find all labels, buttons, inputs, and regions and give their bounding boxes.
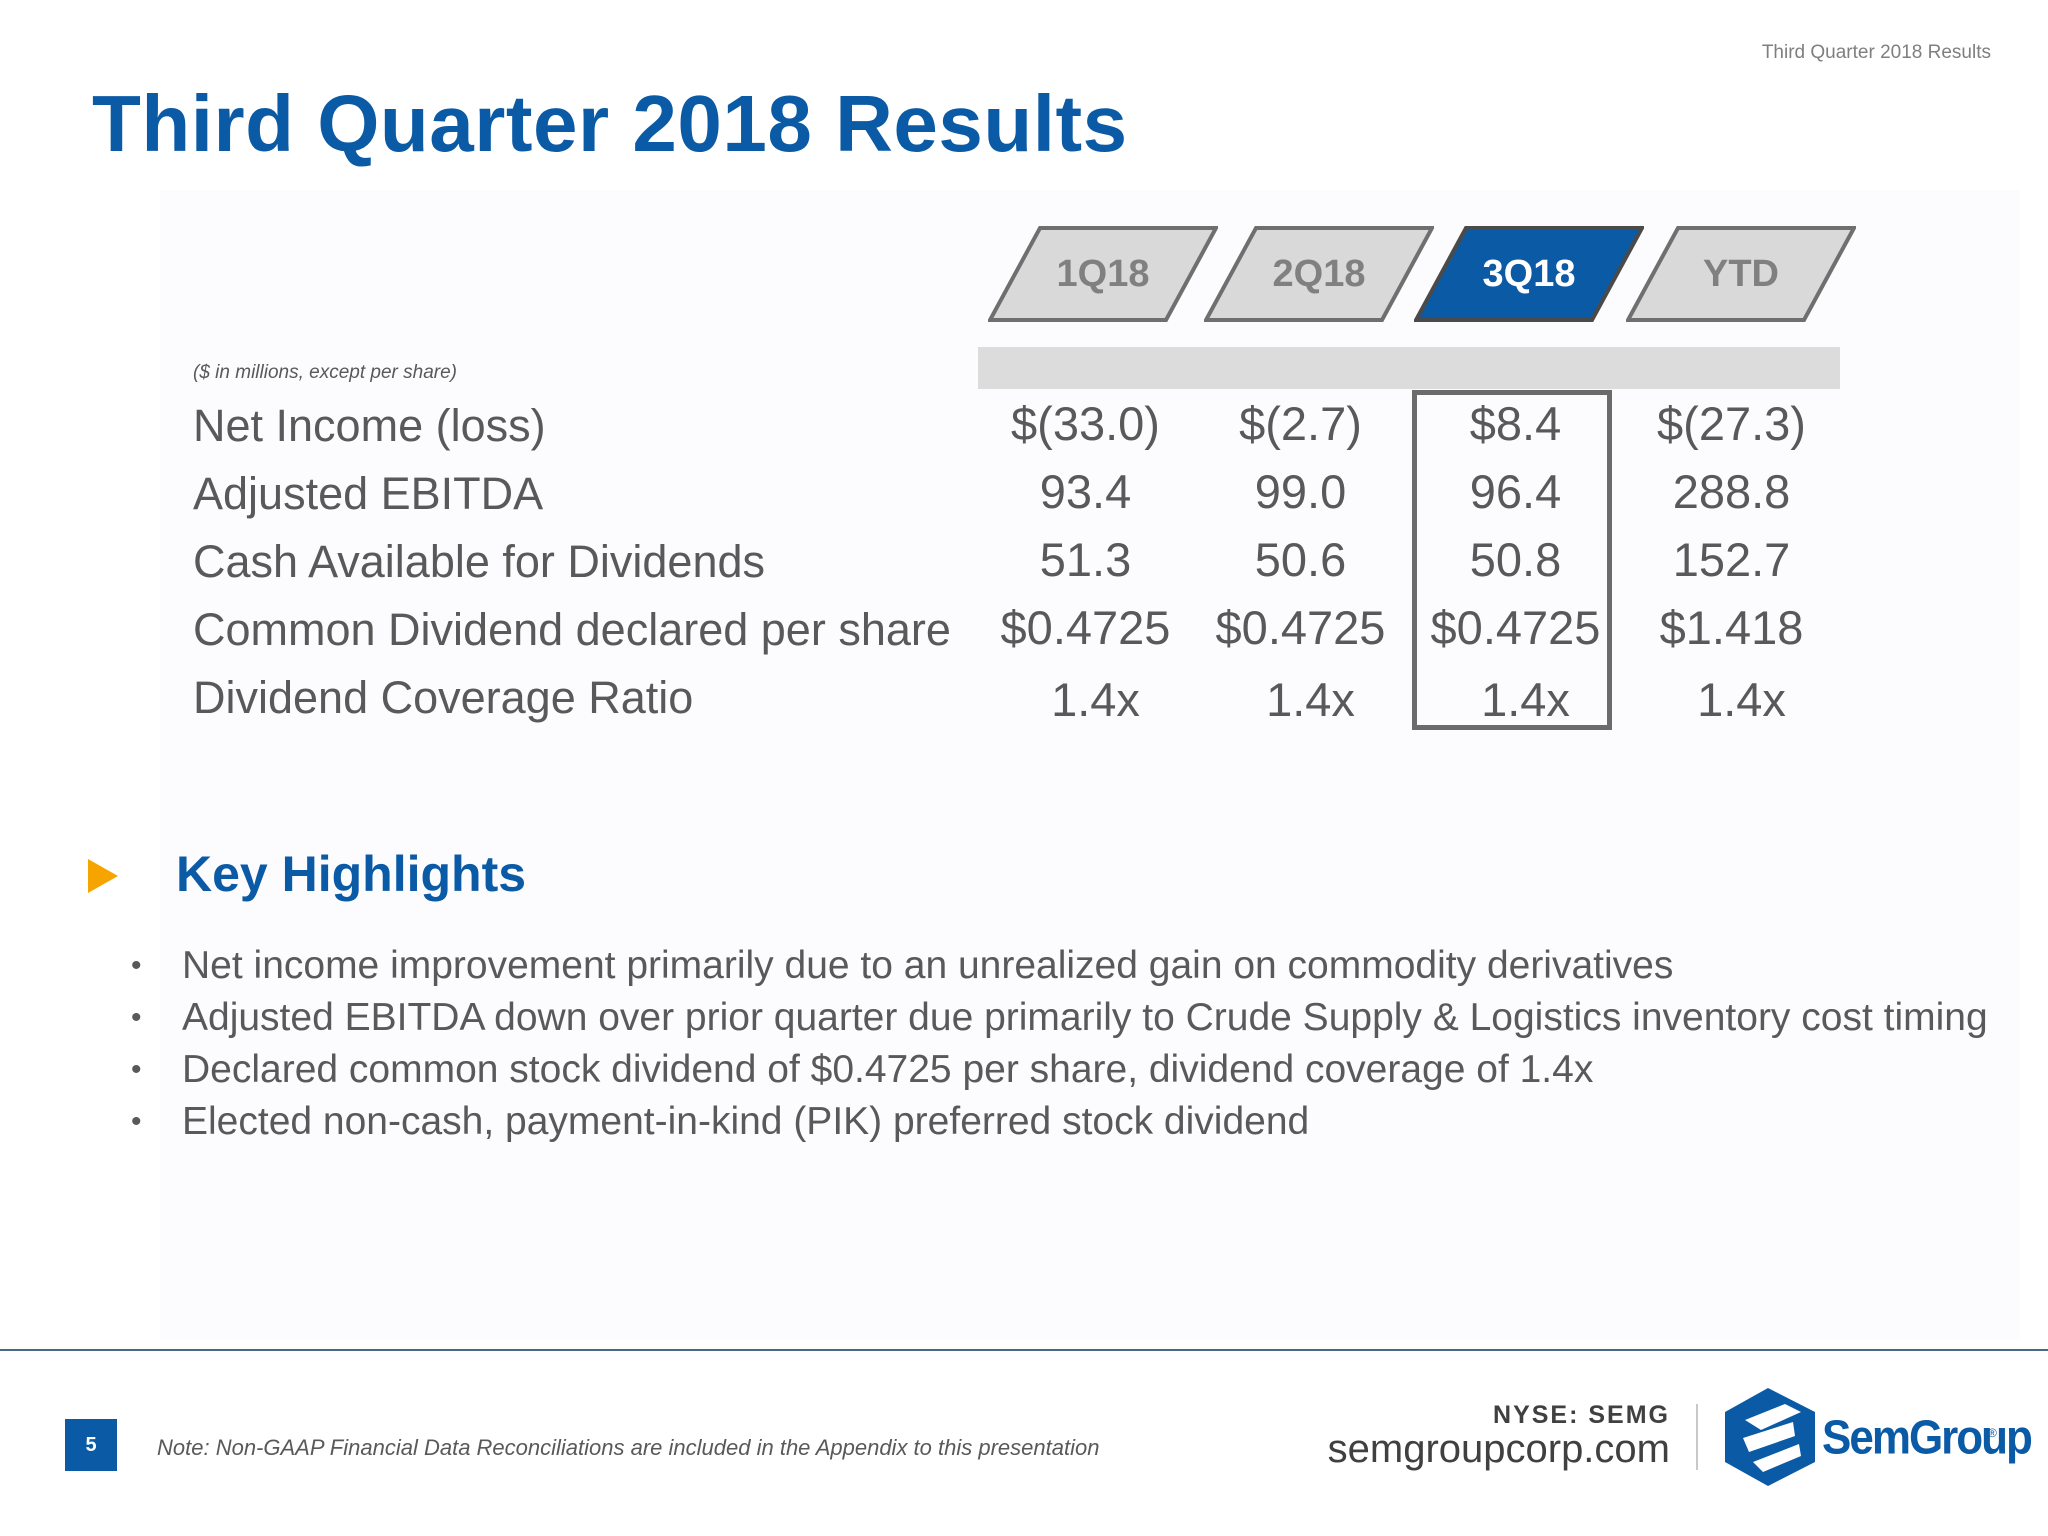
table-cell: $(2.7): [1239, 397, 1362, 450]
row-label-net-income: Net Income (loss): [193, 400, 546, 451]
table-cell: 50.6: [1254, 533, 1347, 586]
bullet-icon: •: [131, 1053, 142, 1086]
row-label-common-dividend: Common Dividend declared per share: [193, 604, 951, 655]
row-label-coverage-ratio: Dividend Coverage Ratio: [193, 672, 694, 723]
table-cell: 96.4: [1469, 465, 1562, 518]
list-item: • Net income improvement primarily due to…: [128, 940, 1988, 992]
semgroup-logo-icon: [1725, 1388, 1815, 1486]
table-cell: $8.4: [1469, 397, 1562, 450]
triangle-arrow-icon: [88, 859, 118, 893]
table-cell: $(33.0): [1011, 397, 1160, 450]
page-title: Third Quarter 2018 Results: [92, 79, 1128, 168]
tab-label: 2Q18: [1272, 252, 1366, 295]
table-cell: $0.4725: [1215, 601, 1386, 654]
website-link[interactable]: semgroupcorp.com: [1327, 1427, 1670, 1471]
bullet-icon: •: [131, 949, 142, 982]
list-item: • Declared common stock dividend of $0.47…: [128, 1044, 1988, 1096]
list-item: • Adjusted EBITDA down over prior quarter…: [128, 992, 1988, 1044]
registered-mark: ®: [1988, 1426, 1997, 1440]
row-label-cash-available: Cash Available for Dividends: [193, 536, 765, 587]
tab-ytd[interactable]: YTD: [1626, 226, 1856, 322]
table-cell: 51.3: [1039, 533, 1132, 586]
bullet-icon: •: [131, 1001, 142, 1034]
highlighted-column-frame: [1412, 390, 1612, 730]
footer-divider-line: [0, 1349, 2048, 1351]
logo-wordmark: SemGroup: [1822, 1410, 2033, 1465]
tab-2q18[interactable]: 2Q18: [1204, 226, 1434, 322]
table-cell: $0.4725: [1430, 601, 1601, 654]
table-cell: $1.418: [1659, 601, 1804, 654]
list-item-text: Net income improvement primarily due to …: [182, 944, 1674, 987]
footer-vertical-divider: [1696, 1404, 1698, 1470]
table-cell: $(27.3): [1657, 397, 1806, 450]
table-cell: $0.4725: [1000, 601, 1171, 654]
tab-3q18[interactable]: 3Q18: [1414, 226, 1644, 322]
list-item-text: Adjusted EBITDA down over prior quarter …: [182, 996, 1988, 1039]
tab-label: YTD: [1703, 252, 1779, 295]
table-cell: 288.8: [1672, 465, 1791, 518]
bullet-icon: •: [131, 1105, 142, 1138]
list-item-text: Elected non-cash, payment-in-kind (PIK) …: [182, 1100, 1310, 1143]
tab-shape: [1414, 226, 1644, 322]
units-note: ($ in millions, except per share): [193, 362, 457, 383]
table-cell: 1.4x: [1051, 673, 1140, 726]
table-cell: 152.7: [1672, 533, 1791, 586]
list-item: • Elected non-cash, payment-in-kind (PIK)…: [128, 1096, 1988, 1148]
row-label-adjusted-ebitda: Adjusted EBITDA: [193, 468, 544, 519]
table-cell: 50.8: [1469, 533, 1562, 586]
table-cell: 1.4x: [1697, 673, 1786, 726]
key-highlights-title: Key Highlights: [176, 846, 527, 902]
tab-1q18[interactable]: 1Q18: [988, 226, 1218, 322]
footer-note: Note: Non-GAAP Financial Data Reconcilia…: [157, 1435, 1100, 1460]
highlights-list: • Net income improvement primarily due to…: [128, 940, 1988, 1148]
tab-shape: [1626, 226, 1856, 322]
table-header-bar: [978, 347, 1840, 389]
table-cell: 93.4: [1039, 465, 1132, 518]
table-cell: 1.4x: [1481, 673, 1570, 726]
ticker-symbol: NYSE: SEMG: [1493, 1401, 1670, 1429]
table-cell: 1.4x: [1266, 673, 1355, 726]
table-cell: 99.0: [1254, 465, 1347, 518]
list-item-text: Declared common stock dividend of $0.472…: [182, 1048, 1594, 1091]
tab-shape: [1204, 226, 1434, 322]
tab-shape: [988, 226, 1218, 322]
tab-label: 1Q18: [1056, 252, 1150, 295]
page-number: 5: [65, 1419, 117, 1471]
tab-label: 3Q18: [1482, 252, 1576, 295]
corner-label: Third Quarter 2018 Results: [1761, 42, 1991, 63]
